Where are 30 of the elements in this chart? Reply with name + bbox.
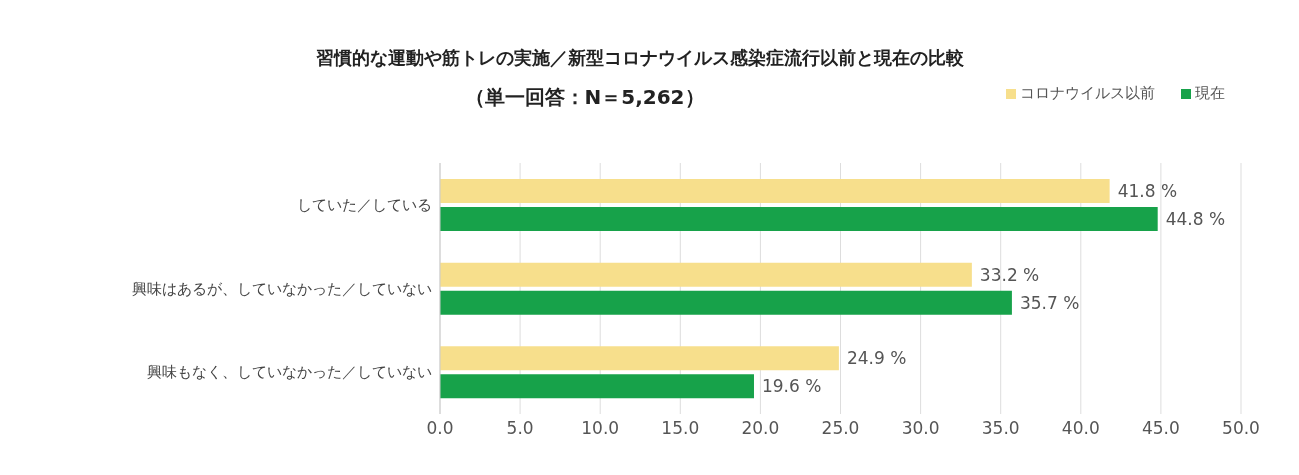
y-tick-label: 興味はあるが、していなかった／していない	[132, 279, 432, 298]
data-label: 44.8 %	[1165, 209, 1226, 229]
x-tick-label: 15.0	[661, 418, 700, 439]
bar	[440, 374, 754, 399]
chart-title: 習慣的な運動や筋トレの実施／新型コロナウイルス感染症流行以前と現在の比較	[314, 46, 965, 70]
x-tick-label: 40.0	[1061, 418, 1100, 439]
x-tick-label: 30.0	[901, 418, 940, 439]
x-tick-label: 35.0	[981, 418, 1020, 439]
bar	[440, 262, 972, 287]
x-tick-label: 50.0	[1222, 418, 1260, 439]
x-tick-label: 5.0	[506, 418, 534, 439]
y-tick-label: 興味もなく、していなかった／していない	[147, 363, 432, 382]
bar	[440, 179, 1110, 203]
x-tick-label: 20.0	[741, 418, 780, 439]
bar	[440, 346, 839, 371]
bar	[440, 207, 1158, 231]
data-label: 35.7 %	[1019, 292, 1080, 313]
legend-label: 現在	[1195, 84, 1225, 102]
x-tick-label: 25.0	[821, 418, 860, 439]
x-tick-label: 10.0	[581, 418, 620, 439]
y-tick-label: していた／している	[297, 196, 432, 215]
data-label: 33.2 %	[979, 264, 1040, 285]
legend-label: コロナウイルス以前	[1020, 84, 1155, 102]
bar	[440, 290, 1012, 315]
chart-subtitle: （単一回答：N＝5,262）	[464, 85, 705, 109]
x-tick-label: 0.0	[426, 418, 454, 439]
data-label: 19.6 %	[761, 376, 822, 397]
data-label: 24.9 %	[846, 348, 907, 369]
data-label: 41.8 %	[1117, 181, 1178, 201]
x-tick-label: 45.0	[1141, 418, 1180, 439]
